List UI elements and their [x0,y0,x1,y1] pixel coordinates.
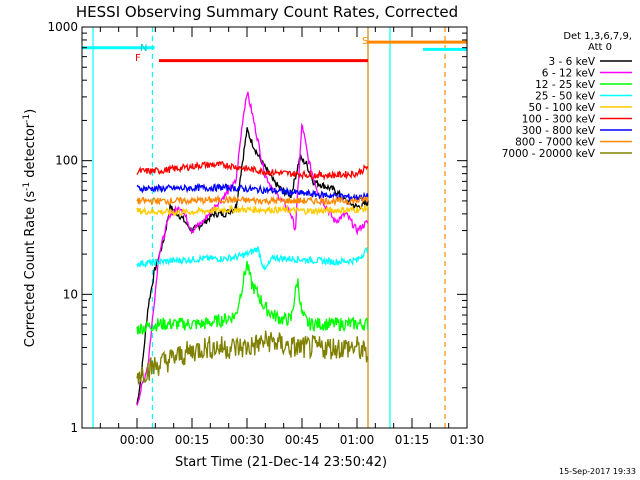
plot-area [82,27,467,428]
x-tick-label: 01:15 [395,433,430,447]
y-tick-label: 10 [63,287,78,301]
timestamp: 15-Sep-2017 19:33 [559,467,636,476]
y-tick-label: 100 [55,154,78,168]
legend-label: 12 - 25 keV [535,79,596,91]
series-line-7 [136,194,369,207]
series-line-4 [136,204,369,218]
legend-title-2: Att 0 [588,42,612,53]
legend-label: 300 - 800 keV [522,125,596,137]
x-tick-label: 01:00 [340,433,375,447]
legend-label: 50 - 100 keV [528,102,595,114]
series-line-5 [136,160,369,181]
series-line-3 [136,246,369,271]
x-tick-label: 00:30 [230,433,265,447]
series-line-6 [136,182,369,203]
annotation-f: F [135,53,141,64]
annotation-s: S [362,36,368,47]
annotation-n: N [140,43,147,54]
x-tick-label: 00:45 [285,433,320,447]
legend-label: 25 - 50 keV [535,91,596,103]
y-tick-label: 1 [70,421,78,435]
legend-label: 7000 - 20000 keV [502,148,596,160]
legend-title-1: Det 1,3,6,7,9, [563,31,632,42]
legend-label: 3 - 6 keV [548,56,595,68]
legend-label: 100 - 300 keV [522,114,596,126]
y-tick-label: 1000 [47,20,78,34]
series-line-2 [136,260,369,335]
plot-frame [81,26,468,429]
y-axis-label: Corrected Count Rate (s-1 detector-1) [22,109,38,347]
x-tick-label: 00:00 [120,433,155,447]
x-tick-label: 01:30 [450,433,485,447]
legend-label: 6 - 12 keV [542,68,596,80]
x-axis-label: Start Time (21-Dec-14 23:50:42) [175,455,387,470]
chart-title: HESSI Observing Summary Count Rates, Cor… [76,3,458,21]
x-tick-label: 00:15 [175,433,210,447]
series-line-1 [136,91,369,406]
series-line-8 [136,330,369,385]
legend-label: 800 - 7000 keV [515,137,596,149]
